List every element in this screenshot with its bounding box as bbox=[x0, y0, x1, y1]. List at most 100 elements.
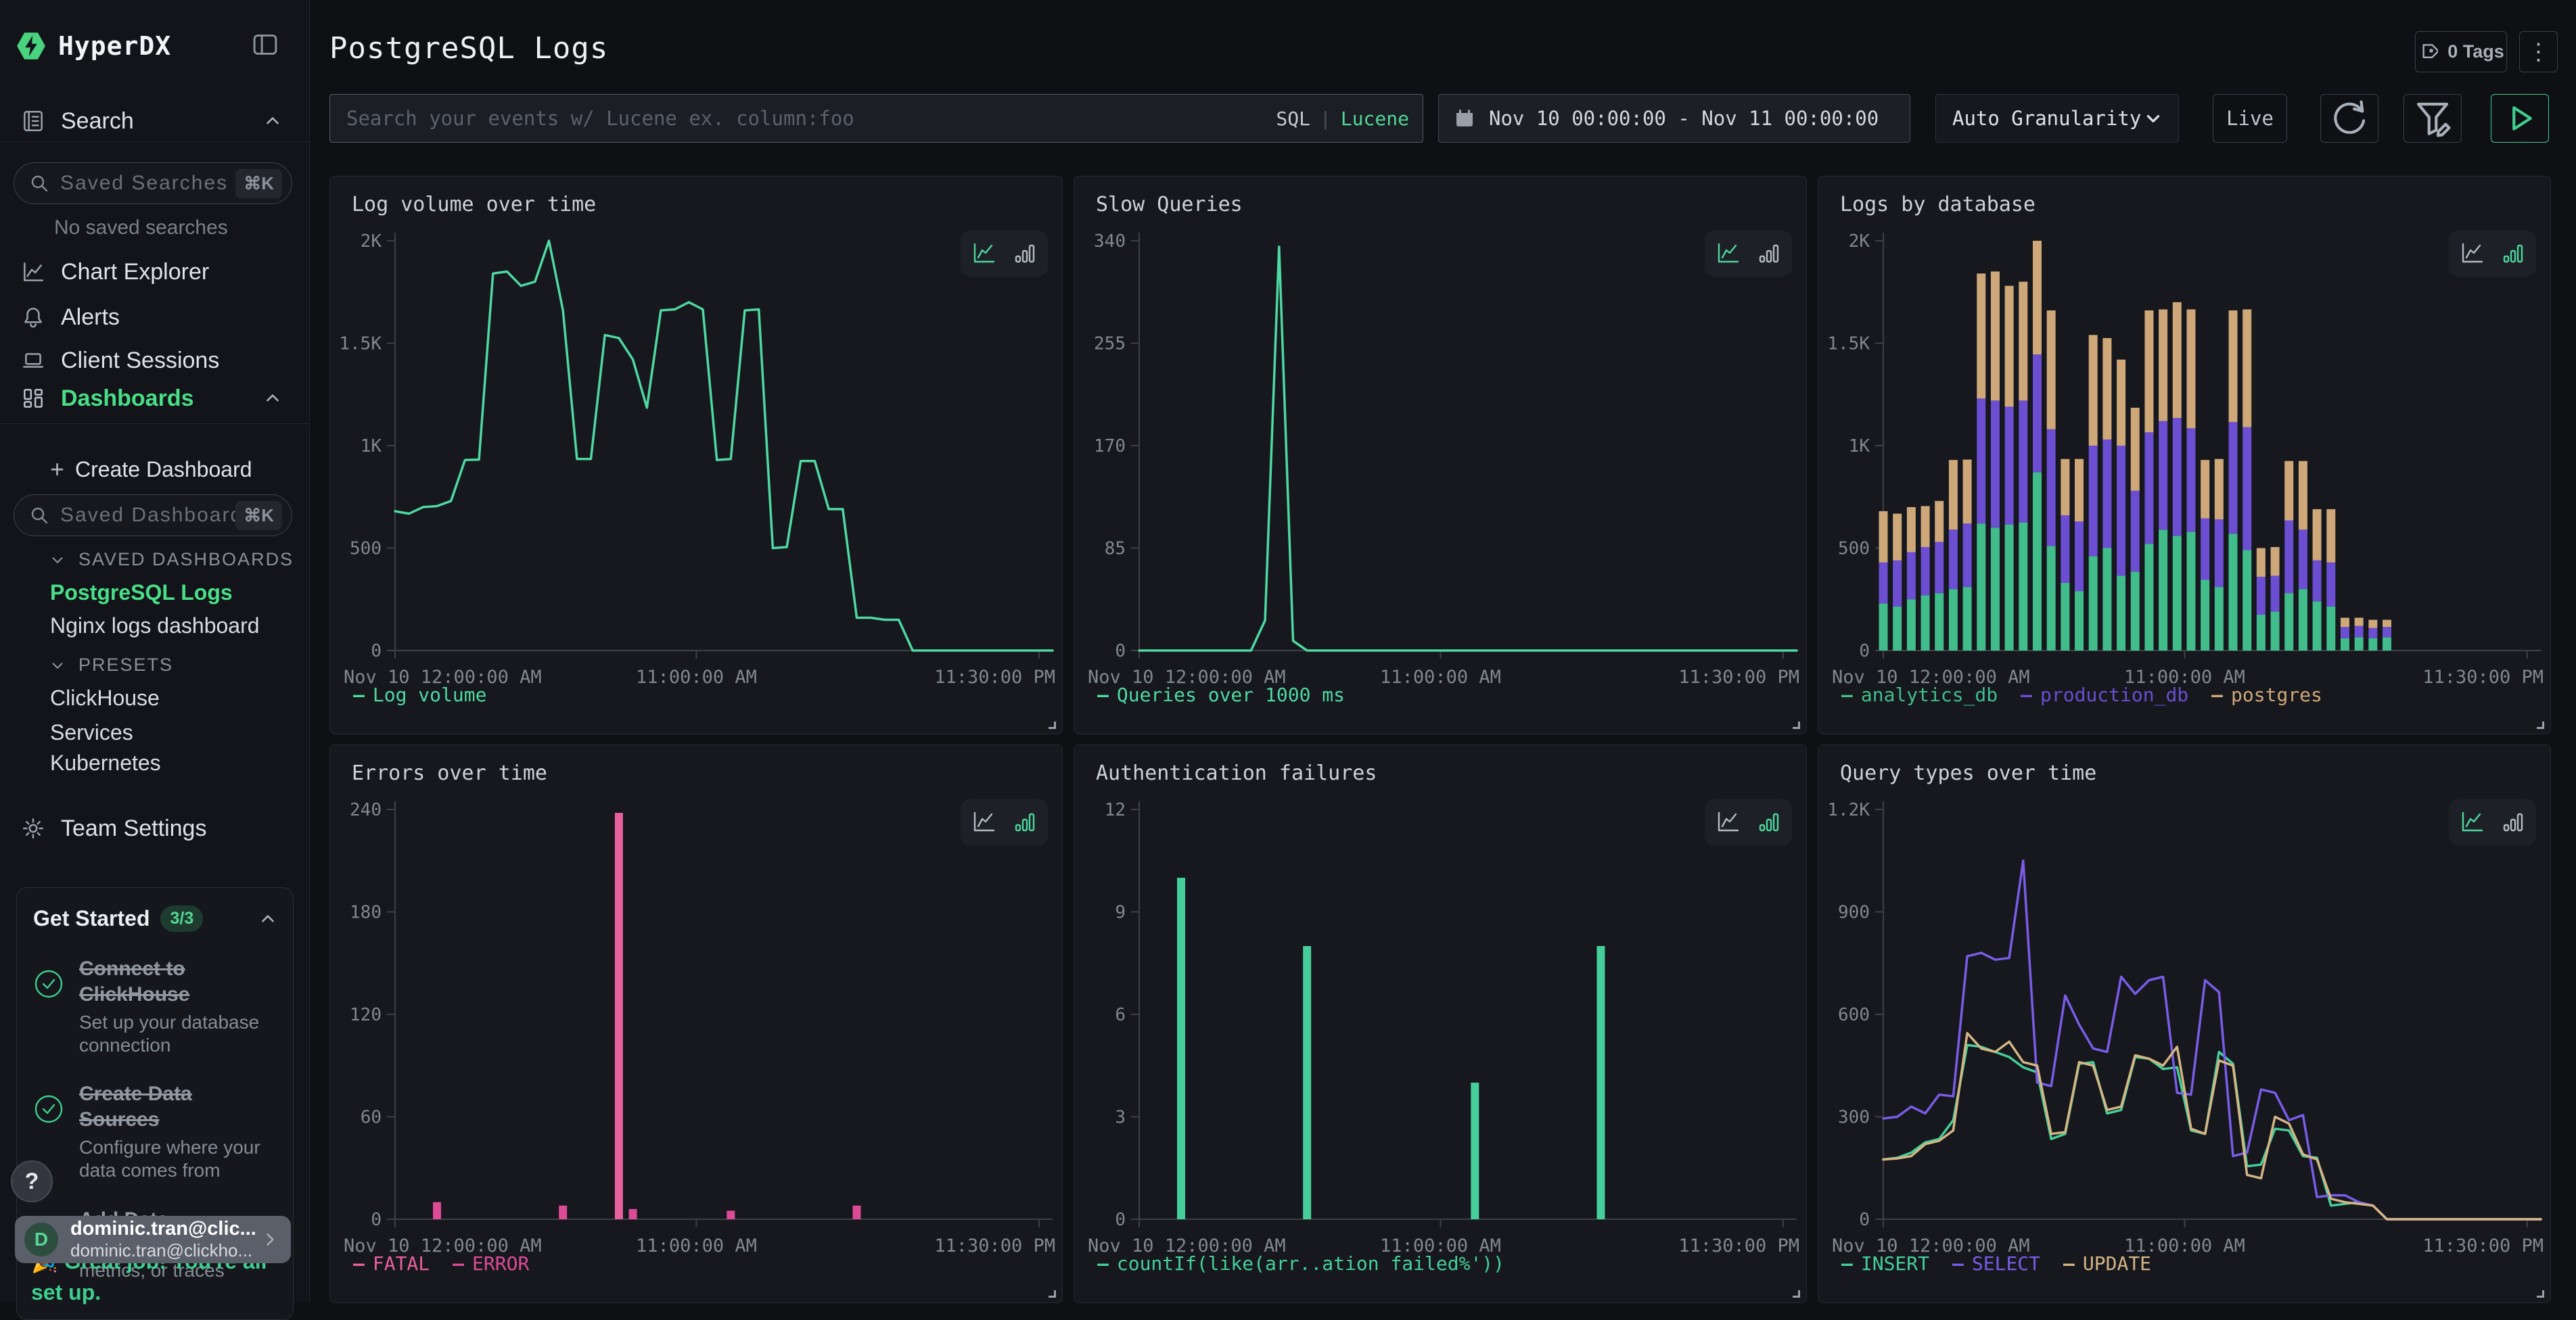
chart-type-toggle[interactable] bbox=[2449, 799, 2536, 845]
svg-text:9: 9 bbox=[1115, 903, 1126, 923]
chart-type-toggle[interactable] bbox=[1705, 231, 1792, 277]
run-query-button[interactable] bbox=[2491, 94, 2549, 143]
chevron-up-icon[interactable] bbox=[259, 910, 277, 928]
resize-handle[interactable] bbox=[2537, 1290, 2544, 1298]
svg-text:1.2K: 1.2K bbox=[1827, 800, 1870, 820]
sidebar-item-label: Team Settings bbox=[61, 815, 207, 841]
chart-type-toggle[interactable] bbox=[961, 231, 1048, 277]
sidebar-item-alerts[interactable]: Alerts bbox=[0, 298, 310, 336]
sidebar-item-dashboards[interactable]: Dashboards bbox=[0, 379, 310, 417]
sidebar-item-client-sessions[interactable]: Client Sessions bbox=[0, 341, 310, 379]
bar-chart-icon[interactable] bbox=[1755, 240, 1782, 267]
svg-text:3: 3 bbox=[1115, 1108, 1126, 1128]
saved-dashboards-input[interactable] bbox=[60, 504, 236, 527]
page-title: PostgreSQL Logs bbox=[329, 31, 609, 66]
line-chart-icon[interactable] bbox=[2459, 809, 2486, 836]
sidebar-item-label: Client Sessions bbox=[61, 347, 220, 373]
section-saved-dashboards[interactable]: SAVED DASHBOARDS bbox=[50, 549, 294, 570]
svg-text:120: 120 bbox=[350, 1005, 382, 1025]
more-options-button[interactable]: ⋮ bbox=[2519, 31, 2558, 72]
divider bbox=[0, 423, 310, 424]
bar-chart-icon[interactable] bbox=[1755, 809, 1782, 836]
date-range-picker[interactable]: Nov 10 00:00:00 - Nov 11 00:00:00 bbox=[1438, 94, 1910, 143]
bar-chart-icon[interactable] bbox=[1011, 809, 1038, 836]
bar-chart-icon[interactable] bbox=[2500, 240, 2527, 267]
section-presets[interactable]: PRESETS bbox=[50, 655, 173, 676]
date-range-value: Nov 10 00:00:00 - Nov 11 00:00:00 bbox=[1489, 107, 1879, 130]
live-button[interactable]: Live bbox=[2213, 94, 2287, 143]
line-chart-icon[interactable] bbox=[971, 809, 998, 836]
resize-handle[interactable] bbox=[1793, 1290, 1800, 1298]
sidebar-item-team-settings[interactable]: Team Settings bbox=[0, 809, 310, 847]
create-dashboard-button[interactable]: + Create Dashboard bbox=[50, 452, 252, 487]
svg-text:11:00:00 AM: 11:00:00 AM bbox=[1380, 1235, 1501, 1256]
chart-title: Logs by database bbox=[1840, 193, 2036, 216]
filter-button[interactable] bbox=[2404, 94, 2462, 143]
svg-text:11:30:00 PM: 11:30:00 PM bbox=[2422, 1235, 2544, 1256]
legend-item[interactable]: — SELECT bbox=[1952, 1252, 2041, 1275]
section-title: SAVED DASHBOARDS bbox=[78, 549, 294, 569]
granularity-select[interactable]: Auto Granularity bbox=[1935, 94, 2179, 143]
resize-handle[interactable] bbox=[2537, 722, 2544, 729]
legend-item[interactable]: — INSERT bbox=[1841, 1252, 1930, 1275]
resize-handle[interactable] bbox=[1793, 722, 1800, 729]
sidebar: HyperDX Search ⌘K No saved searches Char… bbox=[0, 0, 310, 1320]
sql-mode-toggle[interactable]: SQL bbox=[1276, 107, 1310, 130]
app-logo[interactable]: HyperDX bbox=[16, 27, 294, 65]
svg-text:Nov 10 12:00:00 AM: Nov 10 12:00:00 AM bbox=[1832, 667, 2030, 688]
svg-text:500: 500 bbox=[350, 539, 382, 559]
legend-item[interactable]: — countIf(like(arr..ation failed%')) bbox=[1097, 1252, 1505, 1275]
legend-item[interactable]: — analytics_db bbox=[1841, 684, 1998, 706]
sidebar-collapse-icon[interactable] bbox=[250, 30, 280, 60]
svg-text:60: 60 bbox=[361, 1108, 382, 1128]
line-chart-icon[interactable] bbox=[2459, 240, 2486, 267]
saved-searches-search[interactable]: ⌘K bbox=[14, 162, 292, 204]
resize-handle[interactable] bbox=[1049, 722, 1056, 729]
chart-type-toggle[interactable] bbox=[961, 799, 1048, 845]
svg-text:11:00:00 AM: 11:00:00 AM bbox=[1380, 667, 1501, 688]
bar-chart-icon[interactable] bbox=[1011, 240, 1038, 267]
chevron-down-icon bbox=[2144, 110, 2162, 127]
panel-slow-queries: Slow Queries 0 85 170 255 340 Nov 10 12:00:00… bbox=[1074, 176, 1807, 734]
tags-button[interactable]: 0 Tags bbox=[2415, 31, 2507, 72]
event-search-input[interactable] bbox=[330, 107, 1276, 130]
legend-item[interactable]: — Log volume bbox=[353, 684, 487, 706]
get-started-item-connect[interactable]: Connect to ClickHouse Set up your databa… bbox=[33, 956, 277, 1057]
help-button[interactable]: ? bbox=[11, 1160, 53, 1202]
get-started-item-sources[interactable]: Create Data Sources Configure where your… bbox=[33, 1081, 277, 1182]
line-chart-icon[interactable] bbox=[1715, 809, 1742, 836]
sidebar-item-chart-explorer[interactable]: Chart Explorer bbox=[0, 253, 310, 291]
lucene-mode-toggle[interactable]: Lucene bbox=[1340, 107, 1409, 130]
refresh-button[interactable] bbox=[2320, 94, 2378, 143]
legend-item[interactable]: — postgres bbox=[2211, 684, 2322, 706]
get-started-item-title: Connect to ClickHouse bbox=[79, 958, 190, 1006]
grid-icon bbox=[20, 385, 46, 411]
line-chart-icon[interactable] bbox=[1715, 240, 1742, 267]
resize-handle[interactable] bbox=[1049, 1290, 1056, 1298]
saved-searches-input[interactable] bbox=[60, 172, 236, 195]
dashboard-item-postgresql-logs[interactable]: PostgreSQL Logs bbox=[50, 580, 233, 605]
legend-item[interactable]: — UPDATE bbox=[2063, 1252, 2152, 1275]
preset-item-clickhouse[interactable]: ClickHouse bbox=[50, 686, 160, 710]
chart-type-toggle[interactable] bbox=[2449, 231, 2536, 277]
preset-item-services[interactable]: Services bbox=[50, 720, 133, 745]
saved-dashboards-search[interactable]: ⌘K bbox=[14, 494, 292, 536]
legend-item[interactable]: — ERROR bbox=[453, 1252, 530, 1275]
line-chart-icon[interactable] bbox=[971, 240, 998, 267]
svg-text:85: 85 bbox=[1105, 539, 1126, 559]
preset-item-kubernetes[interactable]: Kubernetes bbox=[50, 751, 161, 775]
dashboard-item-nginx[interactable]: Nginx logs dashboard bbox=[50, 613, 260, 638]
chart-type-toggle[interactable] bbox=[1705, 799, 1792, 845]
svg-text:Nov 10 12:00:00 AM: Nov 10 12:00:00 AM bbox=[1088, 1235, 1286, 1256]
event-search-box[interactable]: SQL | Lucene bbox=[329, 94, 1423, 143]
sidebar-item-search[interactable]: Search bbox=[0, 101, 310, 141]
user-profile-chip[interactable]: D dominic.tran@clic... dominic.tran@clic… bbox=[15, 1216, 291, 1263]
svg-text:240: 240 bbox=[350, 800, 382, 820]
legend-item[interactable]: — FATAL bbox=[353, 1252, 430, 1275]
legend-item[interactable]: — Queries over 1000 ms bbox=[1097, 684, 1346, 706]
bar-chart-icon[interactable] bbox=[2500, 809, 2527, 836]
get-started-progress-badge: 3/3 bbox=[160, 905, 204, 932]
get-started-title: Get Started bbox=[33, 906, 150, 930]
legend-item[interactable]: — production_db bbox=[2021, 684, 2189, 706]
svg-text:0: 0 bbox=[1115, 1210, 1126, 1230]
